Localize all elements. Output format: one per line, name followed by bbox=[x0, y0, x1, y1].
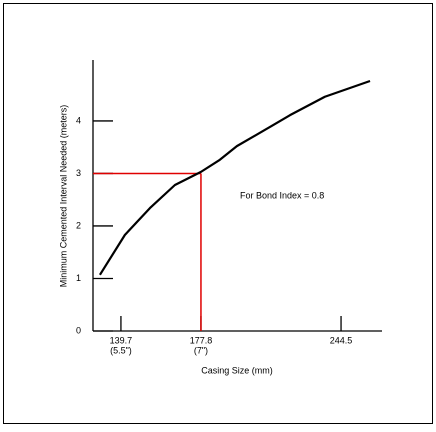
data-line bbox=[98, 79, 371, 276]
y-tick-label: 0 bbox=[76, 325, 81, 335]
y-tick-label: 2 bbox=[76, 220, 81, 230]
x-tick-label: 244.5 bbox=[330, 335, 353, 345]
y-tick-label: 4 bbox=[76, 115, 81, 125]
annotation: For Bond Index = 0.8 bbox=[240, 190, 324, 200]
x-axis-label: Casing Size (mm) bbox=[201, 365, 273, 375]
x-tick-sublabel: (7") bbox=[194, 345, 208, 355]
x-tick-sublabel: (5.5") bbox=[110, 345, 132, 355]
y-tick-label: 1 bbox=[76, 273, 81, 283]
y-axis-label: Minimum Cemented Interval Needed (meters… bbox=[58, 105, 68, 288]
x-tick-label: 177.8 bbox=[190, 335, 213, 345]
x-tick-label: 139.7 bbox=[110, 335, 133, 345]
frame bbox=[3, 3, 433, 424]
y-tick-label: 3 bbox=[76, 168, 81, 178]
